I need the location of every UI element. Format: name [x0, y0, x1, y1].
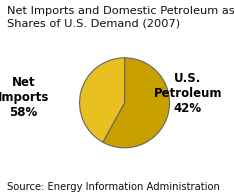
Wedge shape	[79, 58, 125, 142]
Text: Net Imports and Domestic Petroleum as
Shares of U.S. Demand (2007): Net Imports and Domestic Petroleum as Sh…	[7, 6, 235, 28]
Text: Source: Energy Information Administration: Source: Energy Information Administratio…	[7, 182, 220, 192]
Wedge shape	[103, 58, 170, 148]
Text: Net
Imports
58%: Net Imports 58%	[0, 75, 49, 119]
Text: U.S.
Petroleum
42%: U.S. Petroleum 42%	[154, 72, 222, 115]
